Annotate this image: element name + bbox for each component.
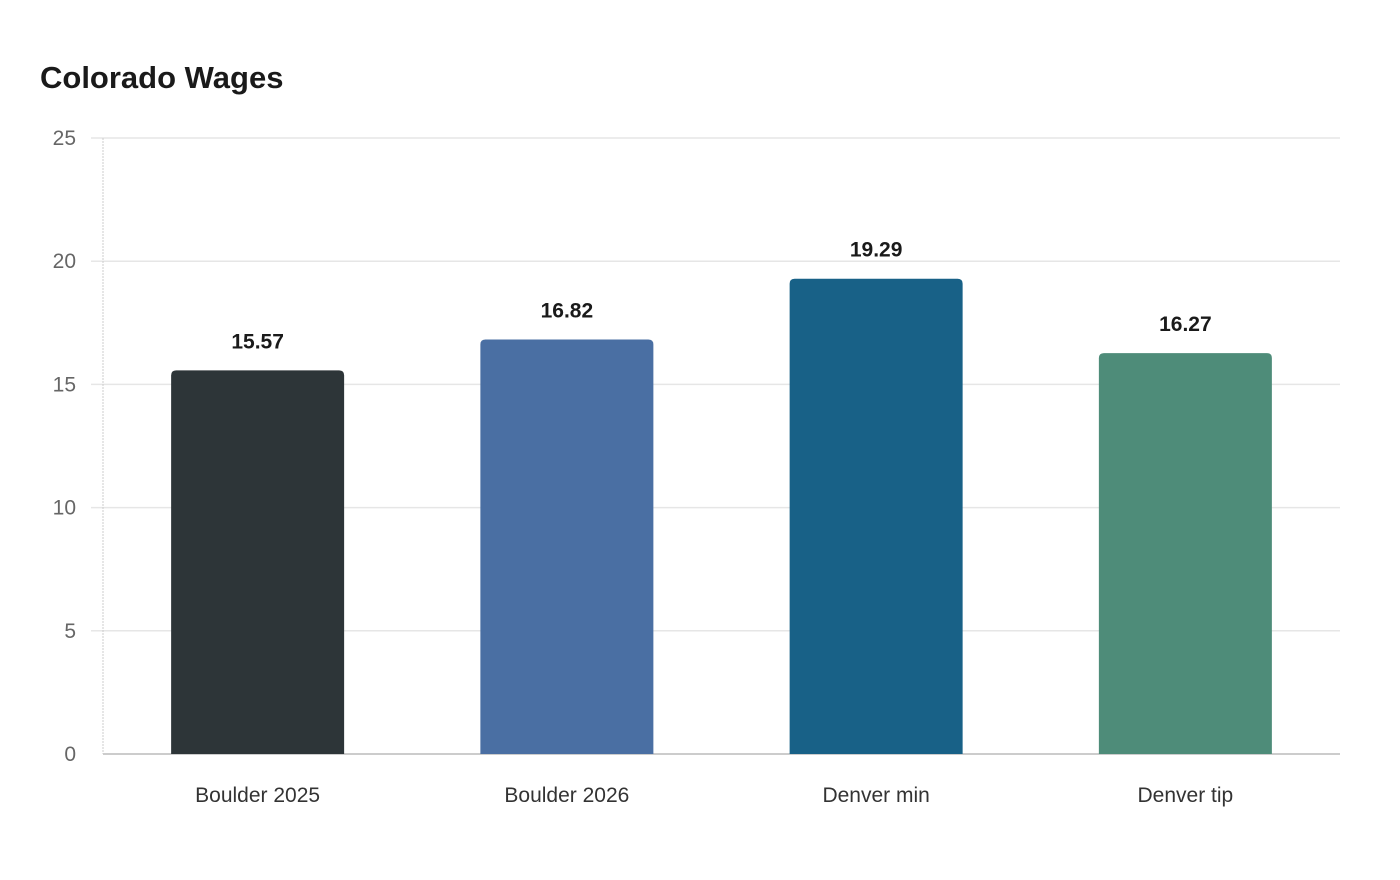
bar <box>1098 353 1272 754</box>
y-tick-label: 5 <box>64 620 76 643</box>
chart-title: Colorado Wages <box>40 60 284 95</box>
y-tick-label: 20 <box>53 250 76 273</box>
bar-value-label: 19.29 <box>850 239 903 262</box>
y-tick-label: 15 <box>53 373 76 396</box>
y-tick-label: 10 <box>53 497 76 520</box>
y-tick-label: 25 <box>53 127 76 150</box>
bar <box>789 278 963 754</box>
bars <box>171 278 1272 754</box>
bar <box>171 370 345 754</box>
bar-value-label: 16.82 <box>541 300 594 323</box>
labels: 0 5 10 15 20 25 15.57 Boulder 2025 16.82 Boulder … <box>53 127 1234 807</box>
x-category-label: Denver tip <box>1138 784 1234 807</box>
x-category-label: Boulder 2025 <box>195 784 320 807</box>
y-tick-label: 0 <box>64 743 76 766</box>
bar-value-label: 16.27 <box>1159 313 1212 336</box>
bar <box>480 339 654 754</box>
x-category-label: Denver min <box>822 784 929 807</box>
bar-value-label: 15.57 <box>231 330 284 353</box>
x-category-label: Boulder 2026 <box>504 784 629 807</box>
